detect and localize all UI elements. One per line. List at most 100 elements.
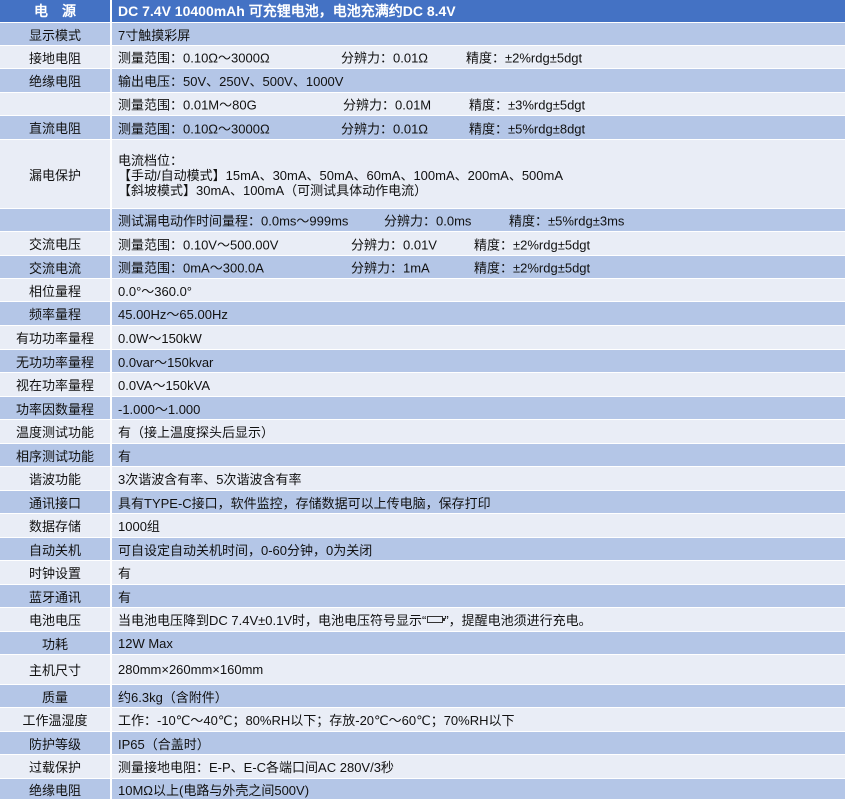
header-value: DC 7.4V 10400mAh 可充锂电池，电池充满约DC 8.4V — [118, 3, 456, 19]
battery-text-start: 当电池电压降到DC 7.4V±0.1V时，电池电压符号显示“ — [118, 613, 427, 628]
row-value: 当电池电压降到DC 7.4V±0.1V时，电池电压符号显示“ ”，提醒电池须进行充… — [112, 608, 845, 631]
row-value: 有 — [118, 448, 132, 464]
current-range-title: 电流档位： — [118, 152, 184, 168]
row-resolution: 分辨力：1mA — [351, 260, 430, 276]
ramp-mode-ranges: 【斜坡模式】30mA、100mA（可测试具体动作电流） — [118, 182, 428, 198]
row-accuracy: 精度：±5%rdg±3ms — [509, 213, 625, 229]
row-label: 直流电阻 — [0, 116, 112, 139]
row-label — [0, 209, 112, 231]
table-row: 交流电压 测量范围：0.10V～500.00V 分辨力：0.01V 精度：±2%rd… — [0, 232, 845, 256]
row-value: 有（接上温度探头后显示） — [118, 425, 275, 440]
table-row: 功率因数量程 -1.000～1.000 — [0, 397, 845, 420]
row-label: 功率因数量程 — [0, 397, 112, 419]
row-value: 1000组 — [118, 519, 160, 534]
row-value: 输出电压：50V、250V、500V、1000V — [118, 74, 344, 89]
row-value: 可自设定自动关机时间，0-60分钟，0为关闭 — [118, 542, 373, 558]
row-label: 数据存储 — [0, 514, 112, 537]
battery-low-icon — [427, 616, 446, 623]
row-label: 无功功率量程 — [0, 350, 112, 372]
row-label: 谐波功能 — [0, 467, 112, 490]
row-value: 有 — [118, 566, 132, 581]
row-resolution: 分辨力：0.0ms — [384, 213, 472, 229]
row-value: 0.0°～360.0° — [118, 283, 193, 299]
table-row: 主机尺寸 280mm×260mm×160mm — [0, 655, 845, 685]
row-label: 接地电阻 — [0, 46, 112, 68]
row-value: 0.0W～150kW — [118, 331, 202, 346]
row-label: 工作温湿度 — [0, 708, 112, 731]
manual-auto-mode-ranges: 【手动/自动模式】15mA、30mA、50mA、60mA、100mA、200mA… — [118, 167, 564, 183]
table-row: 自动关机 可自设定自动关机时间，0-60分钟，0为关闭 — [0, 538, 845, 561]
row-label: 过载保护 — [0, 755, 112, 778]
row-label: 交流电流 — [0, 256, 112, 278]
row-label: 质量 — [0, 685, 112, 707]
table-row: 电池电压 当电池电压降到DC 7.4V±0.1V时，电池电压符号显示“ ”，提醒电… — [0, 608, 845, 632]
row-label: 自动关机 — [0, 538, 112, 560]
table-row: 相位量程 0.0°～360.0° — [0, 279, 845, 302]
table-row: 绝缘电阻 输出电压：50V、250V、500V、1000V — [0, 69, 845, 93]
row-accuracy: 精度：±2%rdg±5dgt — [474, 260, 591, 276]
table-row: 测量范围：0.01M～80G 分辨力：0.01M 精度：±3%rdg±5dgt — [0, 93, 845, 116]
row-value: 45.00Hz～65.00Hz — [118, 307, 228, 322]
row-label: 主机尺寸 — [0, 655, 112, 684]
table-row: 交流电流 测量范围：0mA～300.0A 分辨力：1mA 精度：±2%rdg±5dg… — [0, 256, 845, 279]
table-row: 质量 约6.3kg（含附件） — [0, 685, 845, 708]
row-resolution: 分辨力：0.01V — [351, 237, 437, 252]
header-label: 电 源 — [0, 0, 112, 22]
table-row: 无功功率量程 0.0var～150kvar — [0, 350, 845, 373]
row-value: 7寸触摸彩屏 — [118, 27, 191, 43]
table-row: 绝缘电阻 10MΩ以上(电路与外壳之间500V) — [0, 779, 845, 800]
row-range: 测量范围：0mA～300.0A — [118, 260, 264, 276]
table-row: 工作温湿度 工作：-10℃～40℃；80%RH以下；存放-20℃～60℃；70%R… — [0, 708, 845, 732]
row-accuracy: 精度：±2%rdg±5dgt — [466, 50, 583, 66]
table-row: 防护等级 IP65（合盖时） — [0, 732, 845, 755]
row-label — [0, 93, 112, 115]
row-label: 防护等级 — [0, 732, 112, 754]
row-label: 绝缘电阻 — [0, 779, 112, 799]
table-row: 功耗 12W Max — [0, 632, 845, 655]
row-value: 测量接地电阻：E-P、E-C各端口间AC 280V/3秒 — [118, 760, 394, 775]
table-row: 相序测试功能有 — [0, 444, 845, 467]
row-value: -1.000～1.000 — [118, 401, 201, 417]
table-row: 时钟设置有 — [0, 561, 845, 585]
table-row: 漏电保护 电流档位： 【手动/自动模式】15mA、30mA、50mA、60mA、… — [0, 140, 845, 209]
row-value: 10MΩ以上(电路与外壳之间500V) — [118, 782, 310, 798]
row-accuracy: 精度：±2%rdg±5dgt — [474, 237, 591, 252]
row-label: 时钟设置 — [0, 561, 112, 584]
table-row: 显示模式 7寸触摸彩屏 — [0, 23, 845, 46]
table-row: 温度测试功能 有（接上温度探头后显示） — [0, 420, 845, 444]
table-row: 直流电阻 测量范围：0.10Ω～3000Ω 分辨力：0.01Ω 精度：±5%rdg±… — [0, 116, 845, 140]
table-row: 频率量程 45.00Hz～65.00Hz — [0, 302, 845, 326]
row-value: IP65（合盖时） — [118, 736, 210, 752]
row-value: 有 — [118, 589, 132, 605]
row-value: 具有TYPE-C接口，软件监控，存储数据可以上传电脑，保存打印 — [118, 495, 491, 511]
row-value: 12W Max — [118, 635, 173, 651]
row-label: 电池电压 — [0, 608, 112, 631]
row-accuracy: 精度：±3%rdg±5dgt — [469, 97, 586, 113]
row-resolution: 分辨力：0.01Ω — [341, 121, 429, 136]
row-label: 频率量程 — [0, 302, 112, 325]
row-value: 280mm×260mm×160mm — [118, 662, 264, 677]
row-range: 测量范围：0.10V～500.00V — [118, 237, 279, 252]
row-range: 测试漏电动作时间量程：0.0ms～999ms — [118, 213, 349, 229]
row-range: 测量范围：0.10Ω～3000Ω — [118, 50, 270, 66]
row-label: 相位量程 — [0, 279, 112, 301]
battery-text-end: ”，提醒电池须进行充电。 — [444, 613, 592, 628]
table-header-row: 电 源 DC 7.4V 10400mAh 可充锂电池，电池充满约DC 8.4V — [0, 0, 845, 23]
row-label: 通讯接口 — [0, 491, 112, 513]
row-label: 漏电保护 — [0, 140, 112, 208]
row-label: 显示模式 — [0, 23, 112, 45]
row-label: 视在功率量程 — [0, 373, 112, 396]
table-row: 视在功率量程 0.0VA～150kVA — [0, 373, 845, 397]
row-value: 0.0var～150kvar — [118, 354, 214, 370]
row-value: 0.0VA～150kVA — [118, 378, 211, 393]
row-label: 蓝牙通讯 — [0, 585, 112, 607]
row-resolution: 分辨力：0.01M — [343, 97, 432, 113]
row-resolution: 分辨力：0.01Ω — [341, 50, 429, 66]
row-label: 相序测试功能 — [0, 444, 112, 466]
row-value: 工作：-10℃～40℃；80%RH以下；存放-20℃～60℃；70%RH以下 — [118, 713, 515, 728]
row-accuracy: 精度：±5%rdg±8dgt — [469, 121, 586, 136]
table-row: 谐波功能 3次谐波含有率、5次谐波含有率 — [0, 467, 845, 491]
row-label: 温度测试功能 — [0, 420, 112, 443]
table-row: 通讯接口 具有TYPE-C接口，软件监控，存储数据可以上传电脑，保存打印 — [0, 491, 845, 514]
